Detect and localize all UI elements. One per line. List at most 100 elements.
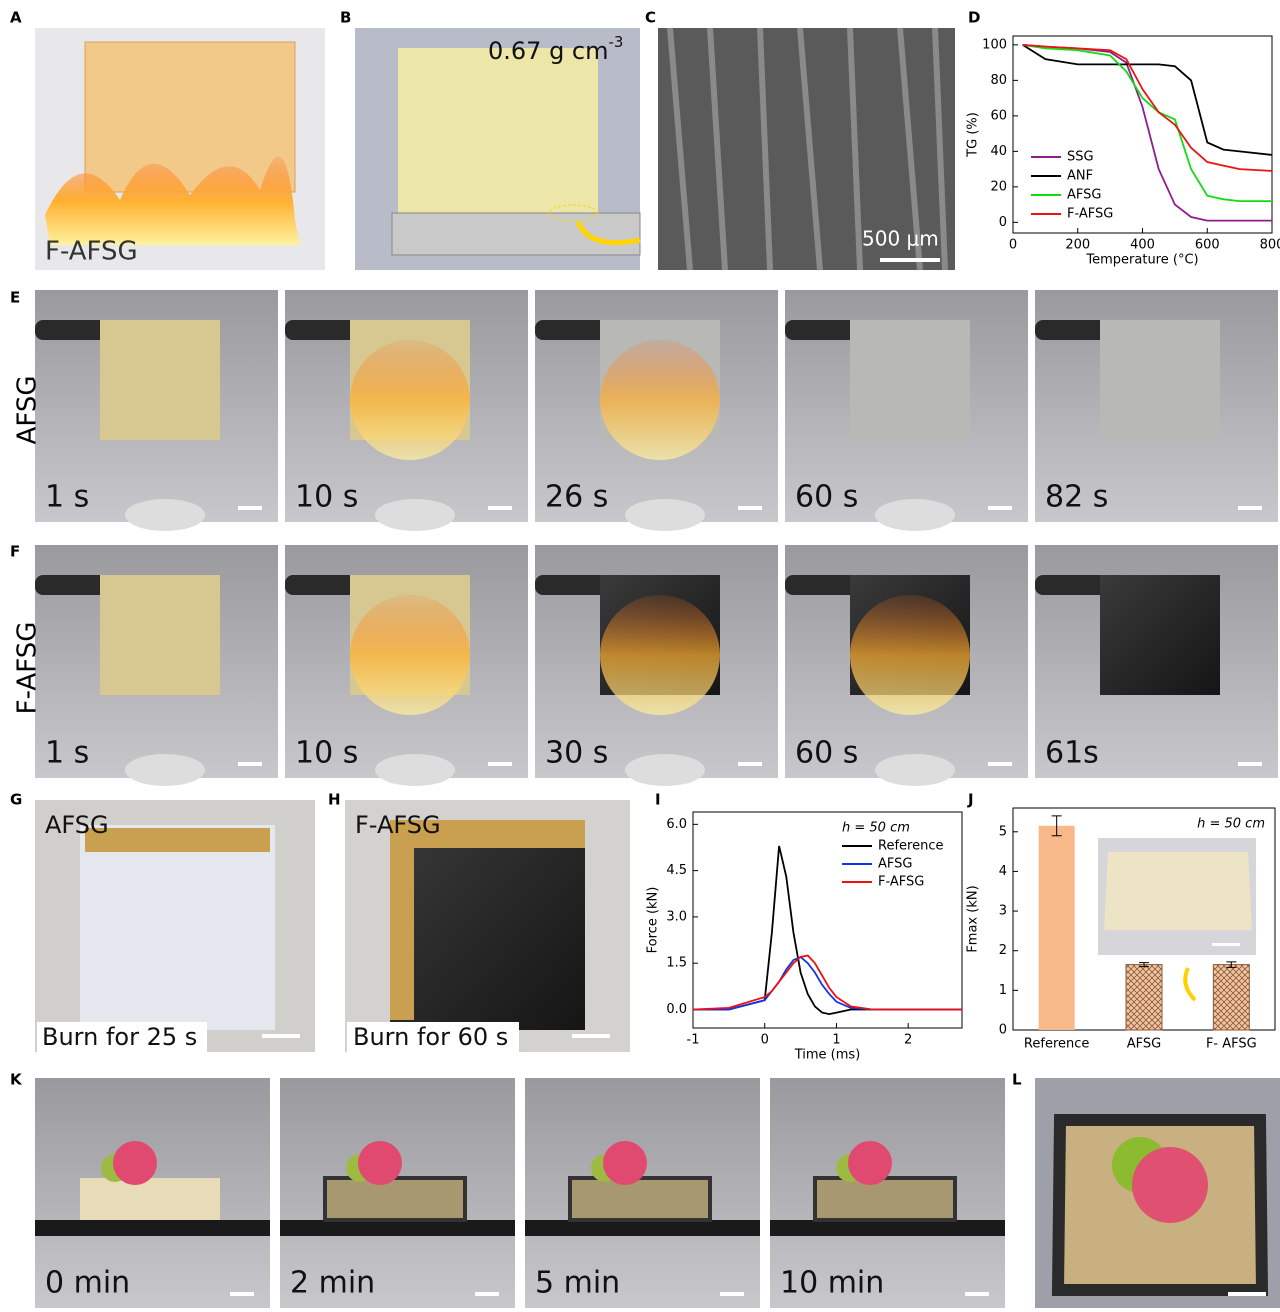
scale-bar [988,762,1012,766]
panel-letter: A [10,9,22,27]
data-line [693,956,962,1010]
panel-letter: B [340,9,351,27]
flower [1132,1147,1208,1223]
ruler [392,213,640,255]
sample [100,575,220,695]
y-tick-label: 20 [990,179,1007,194]
x-tick-label: AFSG [1127,1037,1161,1052]
flame [350,595,470,715]
scale-bar [1212,943,1240,946]
burner [375,499,455,531]
time-label: 1 s [45,736,89,771]
x-axis-label: Time (ms) [794,1048,861,1063]
y-tick-label: 100 [982,37,1007,52]
legend-label: F-AFSG [1067,207,1113,222]
time-label: 0 min [45,1266,130,1301]
legend-label: SSG [1067,150,1094,165]
sample [100,320,220,440]
scale-bar [1238,762,1262,766]
scale-bar [738,762,762,766]
y-tick-label: 4 [999,864,1007,879]
y-tick-label: 3 [999,904,1007,919]
time-label: 5 min [535,1266,620,1301]
y-tick-label: 1 [999,983,1007,998]
burner [875,499,955,531]
photo-label: F-AFSG [355,811,441,839]
x-axis-label: Temperature (°C) [1085,253,1198,268]
sample [390,820,585,1030]
x-tick-label: 200 [1065,238,1090,253]
x-tick-label: 2 [904,1033,912,1048]
y-tick-label: 40 [990,144,1007,159]
flower [603,1141,647,1185]
sample [850,320,970,440]
panel-letter: L [1012,1071,1022,1089]
scale-bar [238,762,262,766]
block [85,42,295,192]
x-tick-label: 0 [1009,238,1017,253]
scale-bar [988,506,1012,510]
y-tick-label: 80 [990,73,1007,88]
legend-label: AFSG [1067,188,1101,203]
scale-bar [1238,506,1262,510]
panel-letter: D [968,9,980,27]
unburnt-edge [85,828,270,852]
scale-bar [262,1034,300,1038]
scale-bar [488,762,512,766]
scale-label: 500 μm [862,227,939,251]
time-label: 30 s [545,736,608,771]
holder [35,1220,270,1236]
scale-bar [572,1034,610,1038]
y-tick-label: 0 [999,1023,1007,1038]
scale-bar [720,1292,744,1296]
sample [80,1178,220,1220]
y-axis-label: Force (kN) [646,887,661,954]
time-label: 82 s [1045,480,1108,515]
y-tick-label: 0 [999,215,1007,230]
caption: Burn for 60 s [353,1023,508,1051]
burner [625,499,705,531]
x-tick-label: 800 [1260,238,1280,253]
legend-label: F-AFSG [878,875,924,890]
time-label: 60 s [795,480,858,515]
scale-bar [880,258,940,262]
scale-bar [965,1292,989,1296]
burner [375,754,455,786]
scale-bar [738,506,762,510]
density-exponent: -3 [609,33,624,51]
photo-label: AFSG [45,811,109,839]
time-label: 10 s [295,736,358,771]
x-tick-label: 400 [1130,238,1155,253]
time-label: 61s [1045,736,1099,771]
scale-bar [1228,1292,1266,1296]
scale-bar [475,1292,499,1296]
panel-letter: C [645,9,656,27]
x-tick-label: -1 [687,1033,700,1048]
y-tick-label: 3.0 [666,909,687,924]
legend-label: AFSG [878,857,912,872]
scale-bar [230,1292,254,1296]
flame [350,340,470,460]
scale-bar [488,506,512,510]
y-axis-label: TG (%) [966,112,981,158]
plot-frame [1013,36,1272,233]
annotation: h = 50 cm [842,821,910,836]
panel-letter: E [10,289,20,307]
time-label: 26 s [545,480,608,515]
y-tick-label: 1.5 [666,956,687,971]
sample [570,1178,710,1220]
time-label: 60 s [795,736,858,771]
flower [848,1141,892,1185]
burner [875,754,955,786]
sample [325,1178,465,1220]
sample [80,825,275,1030]
y-tick-label: 5 [999,824,1007,839]
unburnt-edge [390,820,414,1020]
x-tick-label: Reference [1024,1037,1089,1052]
burner [125,754,205,786]
panel-letter: H [328,791,341,809]
flower [113,1141,157,1185]
bar [1213,965,1249,1030]
bar [1126,965,1162,1030]
panel-letter: K [10,1071,23,1089]
